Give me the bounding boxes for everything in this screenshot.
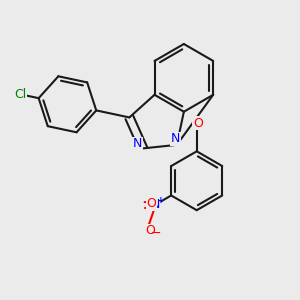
Text: Cl: Cl [14, 88, 26, 101]
Text: O: O [145, 224, 155, 237]
Text: N: N [151, 198, 160, 211]
Text: +: + [157, 196, 164, 205]
Text: −: − [150, 227, 161, 240]
Text: N: N [171, 133, 180, 146]
Text: O: O [146, 197, 156, 210]
Text: O: O [193, 117, 202, 130]
Text: N: N [133, 137, 142, 151]
